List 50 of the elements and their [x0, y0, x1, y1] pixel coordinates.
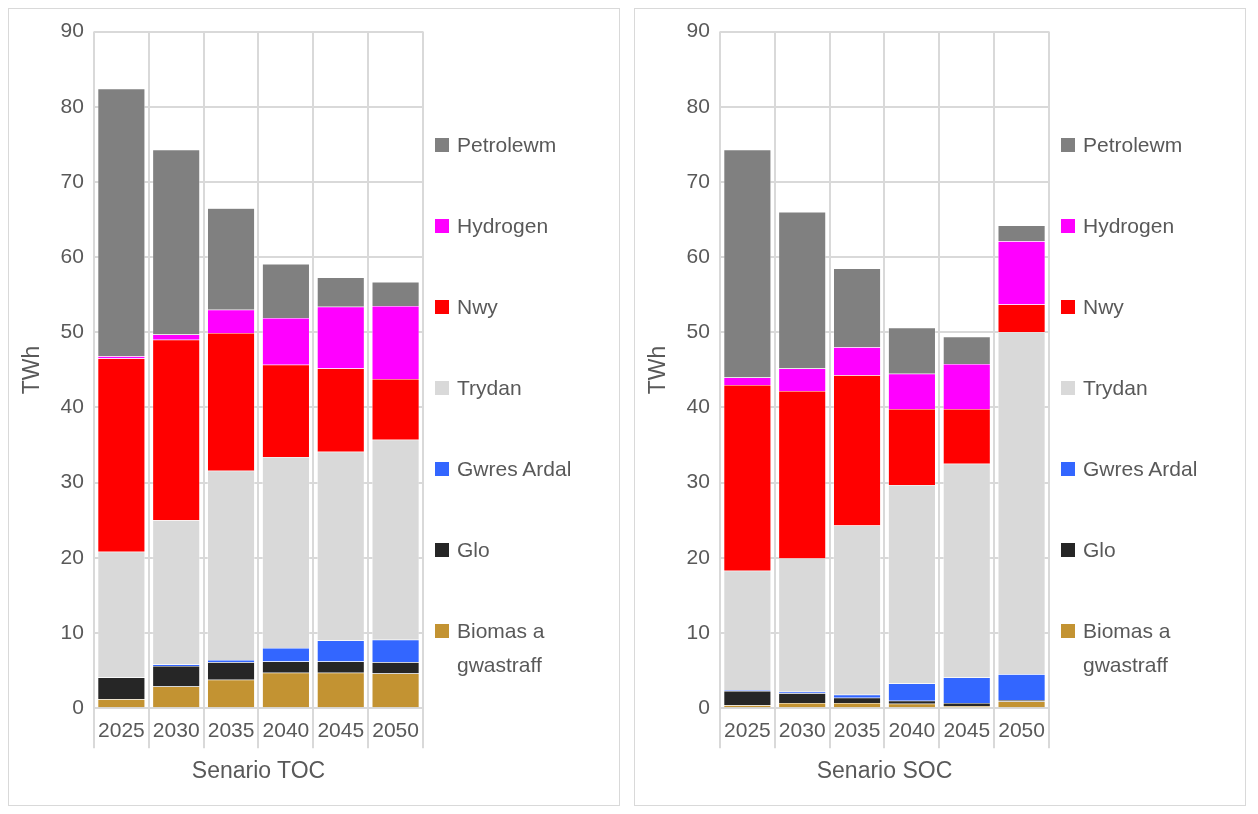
- legend-label: Petrolewm: [1083, 131, 1183, 158]
- y-tick-label: 50: [686, 319, 710, 343]
- y-tick-label: 80: [60, 93, 84, 117]
- legend-label: Glo: [1083, 536, 1116, 563]
- y-tick-label: 0: [72, 695, 84, 718]
- x-tick-label: 2050: [372, 717, 419, 741]
- y-tick-label: 30: [686, 469, 710, 493]
- y-tick-label: 10: [686, 619, 710, 643]
- y-tick-label: 30: [60, 469, 84, 493]
- x-tick-label: 2045: [943, 717, 991, 741]
- x-tick-label: 2040: [888, 717, 936, 741]
- y-tick-label: 40: [686, 394, 710, 418]
- x-tick-label: 2025: [98, 717, 145, 741]
- x-tick-label: 2035: [207, 717, 255, 741]
- x-tick-label: 2050: [998, 717, 1045, 741]
- y-tick-label: 60: [60, 243, 84, 267]
- legend-label: Nwy: [1083, 293, 1124, 320]
- y-tick-label: 20: [60, 544, 84, 568]
- y-tick-label: 40: [60, 394, 84, 418]
- y-axis-title: TWh: [644, 345, 671, 395]
- y-tick-label: 90: [686, 18, 710, 42]
- x-tick-label: 2030: [152, 717, 200, 741]
- x-tick-label: 2030: [778, 717, 826, 741]
- legend-label: Biomas a gwastraff: [457, 617, 546, 678]
- y-tick-label: 70: [60, 168, 84, 192]
- y-tick-label: 80: [686, 93, 710, 117]
- legend-label: Biomas a gwastraff: [1083, 617, 1172, 678]
- legend-label: Hydrogen: [1083, 212, 1175, 239]
- legend-label: Petrolewm: [457, 131, 557, 158]
- legend-label: Gwres Ardal: [457, 455, 572, 482]
- x-axis-title: Senario SOC: [816, 756, 953, 783]
- y-axis-title: TWh: [18, 345, 45, 395]
- x-tick-label: 2035: [833, 717, 881, 741]
- legend-label: Glo: [457, 536, 490, 563]
- legend-label: Trydan: [1083, 374, 1148, 401]
- x-tick-label: 2040: [262, 717, 310, 741]
- x-axis-title: Senario TOC: [191, 756, 326, 783]
- y-tick-label: 90: [60, 18, 84, 42]
- legend-label: Gwres Ardal: [1083, 455, 1198, 482]
- y-tick-label: 20: [686, 544, 710, 568]
- legend-label: Trydan: [457, 374, 522, 401]
- y-tick-label: 50: [60, 319, 84, 343]
- x-tick-label: 2045: [317, 717, 365, 741]
- y-tick-label: 0: [698, 695, 710, 718]
- legend-label: Hydrogen: [457, 212, 549, 239]
- y-tick-label: 10: [60, 619, 84, 643]
- y-tick-label: 60: [686, 243, 710, 267]
- y-tick-label: 70: [686, 168, 710, 192]
- legend-label: Nwy: [457, 293, 498, 320]
- x-tick-label: 2025: [724, 717, 771, 741]
